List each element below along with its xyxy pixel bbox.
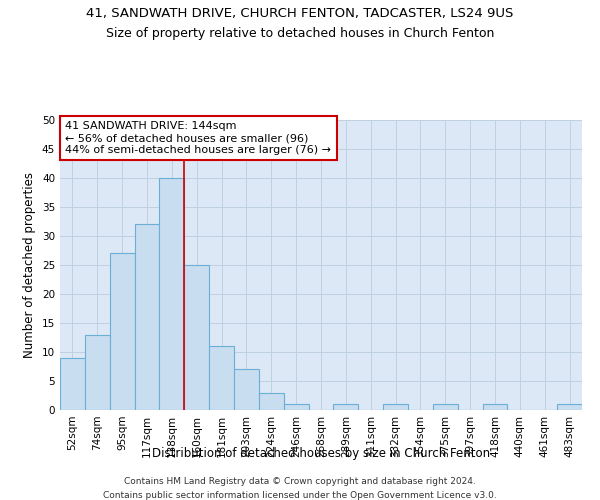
- Bar: [557, 404, 582, 410]
- Bar: [433, 404, 458, 410]
- Bar: [209, 346, 234, 410]
- Bar: [85, 334, 110, 410]
- Bar: [334, 404, 358, 410]
- Bar: [234, 370, 259, 410]
- Text: Contains HM Land Registry data © Crown copyright and database right 2024.: Contains HM Land Registry data © Crown c…: [124, 478, 476, 486]
- Text: Distribution of detached houses by size in Church Fenton: Distribution of detached houses by size …: [152, 448, 490, 460]
- Y-axis label: Number of detached properties: Number of detached properties: [23, 172, 37, 358]
- Text: Contains public sector information licensed under the Open Government Licence v3: Contains public sector information licen…: [103, 491, 497, 500]
- Text: 41, SANDWATH DRIVE, CHURCH FENTON, TADCASTER, LS24 9US: 41, SANDWATH DRIVE, CHURCH FENTON, TADCA…: [86, 8, 514, 20]
- Text: 41 SANDWATH DRIVE: 144sqm
← 56% of detached houses are smaller (96)
44% of semi-: 41 SANDWATH DRIVE: 144sqm ← 56% of detac…: [65, 122, 331, 154]
- Bar: [134, 224, 160, 410]
- Bar: [110, 254, 134, 410]
- Bar: [383, 404, 408, 410]
- Bar: [482, 404, 508, 410]
- Bar: [259, 392, 284, 410]
- Bar: [160, 178, 184, 410]
- Bar: [184, 265, 209, 410]
- Text: Size of property relative to detached houses in Church Fenton: Size of property relative to detached ho…: [106, 28, 494, 40]
- Bar: [284, 404, 308, 410]
- Bar: [60, 358, 85, 410]
